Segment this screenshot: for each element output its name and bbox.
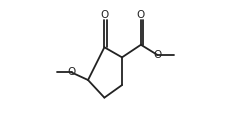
- Text: O: O: [68, 68, 76, 77]
- Text: O: O: [153, 50, 161, 60]
- Text: O: O: [137, 10, 145, 20]
- Text: O: O: [100, 10, 109, 20]
